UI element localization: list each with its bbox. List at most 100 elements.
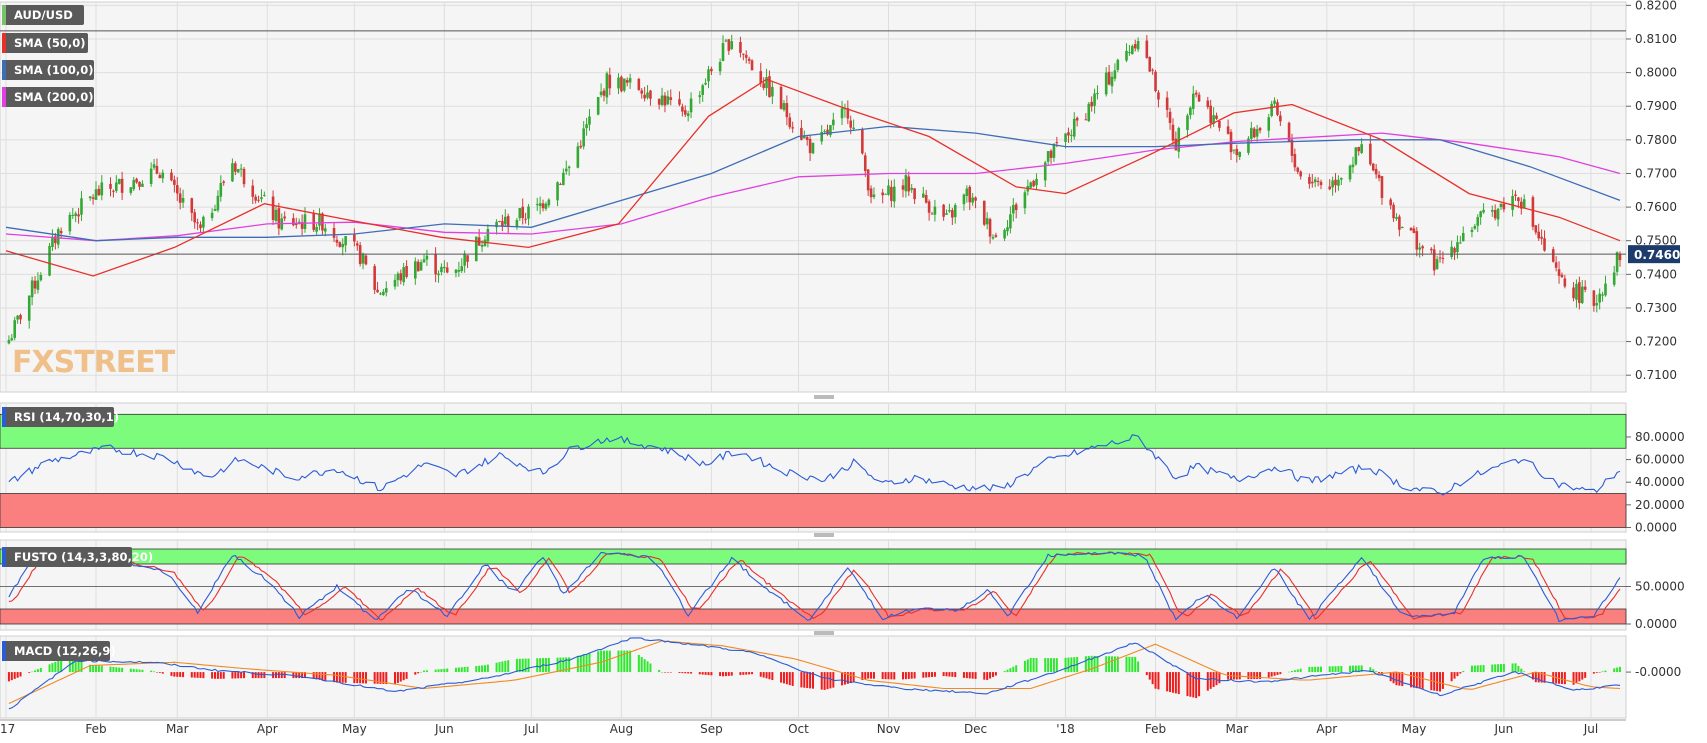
macd-hist-bar — [1592, 672, 1595, 674]
macd-hist-bar — [823, 672, 826, 690]
candle-body — [338, 242, 342, 247]
macd-hist-bar — [1015, 665, 1018, 673]
candle-body — [1540, 236, 1543, 239]
candle-body — [1165, 97, 1169, 110]
macd-hist-bar — [344, 672, 347, 683]
macd-hist-bar — [1494, 664, 1497, 673]
macd-hist-bar — [1369, 667, 1372, 673]
candle-body — [640, 90, 644, 94]
macd-hist-bar — [1601, 671, 1604, 673]
macd-hist-bar — [1296, 669, 1299, 673]
macd-hist-bar — [1009, 668, 1012, 673]
candle-body — [1087, 103, 1091, 122]
macd-hist-bar — [681, 672, 684, 674]
candle-body — [945, 213, 948, 215]
macd-hist-bar — [597, 651, 600, 673]
legend-macd[interactable]: MACD (12,26,9) — [2, 641, 116, 661]
candle-body — [1435, 259, 1439, 269]
legend-instrument[interactable]: AUD/USD — [2, 5, 84, 25]
macd-hist-bar — [498, 662, 501, 673]
macd-hist-bar — [414, 672, 417, 675]
macd-hist-bar — [986, 672, 989, 680]
macd-hist-bar — [620, 650, 623, 673]
candle-body — [663, 95, 667, 106]
macd-hist-bar — [1537, 672, 1540, 683]
candle-body — [219, 182, 223, 197]
macd-hist-bar — [698, 672, 701, 675]
macd-hist-bar — [812, 672, 814, 689]
macd-hist-bar — [788, 672, 791, 686]
candle-body — [826, 129, 829, 135]
candle-body — [1043, 162, 1047, 181]
pane-resize-handle[interactable] — [814, 533, 834, 537]
macd-hist-bar — [1050, 658, 1053, 673]
legend-fusto[interactable]: FUSTO (14,3,3,80,20) — [2, 547, 153, 567]
legend-sma100[interactable]: SMA (100,0) — [2, 60, 94, 80]
macd-hist-bar — [989, 672, 992, 679]
candle-body — [1618, 253, 1622, 261]
macd-hist-bar — [333, 672, 336, 683]
candle-body — [181, 197, 185, 203]
macd-hist-bar — [826, 672, 829, 690]
candle-body — [1197, 94, 1201, 102]
candle-body — [849, 120, 853, 128]
legend-color-swatch — [2, 87, 6, 107]
candle-body — [802, 135, 806, 139]
candle-body — [344, 235, 347, 246]
macd-hist-bar — [559, 657, 562, 673]
legend-sma50[interactable]: SMA (50,0) — [2, 33, 88, 53]
candle-body — [785, 103, 789, 118]
macd-hist-bar — [1171, 672, 1174, 693]
macd-hist-bar — [1023, 660, 1026, 673]
macd-hist-bar — [945, 672, 948, 677]
macd-hist-bar — [318, 672, 321, 680]
candle-body — [109, 183, 112, 189]
pane-resize-handle[interactable] — [814, 631, 834, 635]
legend-rsi[interactable]: RSI (14,70,30,1) — [2, 407, 119, 427]
macd-hist-bar — [77, 655, 80, 673]
macd-hist-bar — [1212, 672, 1215, 688]
macd-hist-bar — [1398, 672, 1401, 686]
macd-hist-bar — [158, 672, 161, 673]
pane-resize-handle[interactable] — [814, 395, 834, 399]
macd-hist-bar — [1511, 663, 1514, 673]
macd-hist-bar — [94, 665, 97, 673]
candle-body — [33, 280, 37, 289]
macd-hist-bar — [321, 672, 324, 681]
candle-body — [1290, 139, 1294, 156]
y-tick-label: 0.7700 — [1635, 166, 1677, 180]
macd-hist-bar — [100, 665, 103, 673]
macd-hist-bar — [240, 672, 243, 679]
legend-sma200[interactable]: SMA (200,0) — [2, 87, 94, 107]
candle-body — [686, 113, 690, 117]
legend-color-swatch — [2, 547, 6, 567]
candle-body — [762, 83, 765, 88]
macd-hist-bar — [983, 672, 986, 680]
candle-body — [1418, 247, 1422, 250]
candle-body — [1543, 238, 1546, 251]
candle-body — [1238, 151, 1242, 157]
candle-body — [1270, 103, 1273, 116]
macd-hist-bar — [1357, 665, 1360, 673]
candle-body — [991, 237, 995, 239]
candle-body — [91, 197, 95, 199]
candle-body — [782, 103, 786, 110]
macd-hist-bar — [1502, 663, 1505, 673]
candle-body — [585, 124, 588, 129]
x-tick-label: Jul — [1583, 722, 1598, 736]
macd-hist-bar — [437, 669, 440, 673]
macd-hist-bar — [1276, 672, 1279, 675]
fusto-k-line — [8, 551, 1621, 623]
macd-hist-bar — [527, 658, 530, 673]
candle-body — [1316, 180, 1320, 182]
candle-body — [718, 61, 722, 72]
legend-badge-label: FUSTO (14,3,3,80,20) — [14, 550, 153, 564]
candle-body — [161, 172, 165, 179]
candle-body — [1148, 57, 1152, 72]
candle-body — [271, 196, 275, 221]
macd-hist-bar — [739, 672, 742, 676]
candle-body — [1226, 126, 1230, 134]
candle-body — [321, 213, 324, 231]
candle-body — [1206, 100, 1210, 108]
macd-hist-bar — [904, 672, 907, 680]
